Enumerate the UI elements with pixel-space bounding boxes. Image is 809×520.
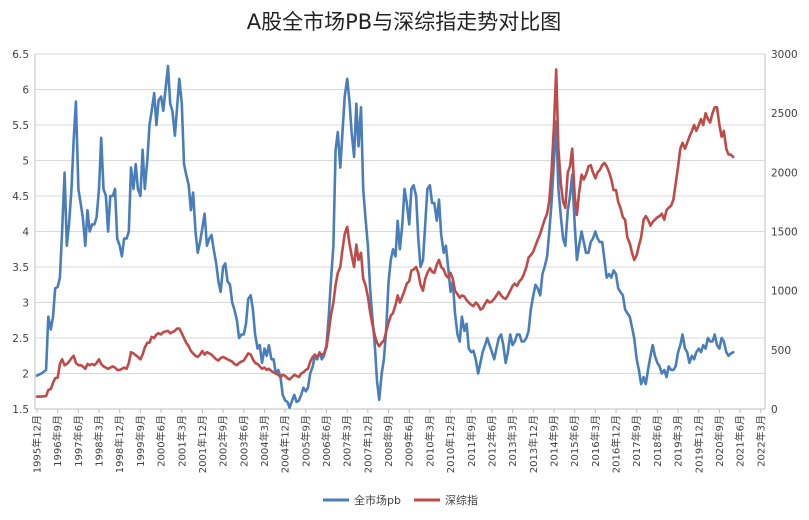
x-tick-label: 2012年6月 (485, 415, 498, 467)
x-tick-label: 2016年3月 (589, 415, 602, 467)
series-line-2 (35, 68, 735, 398)
x-tick-label: 2004年12月 (279, 415, 292, 473)
x-tick-label: 2013年3月 (506, 415, 519, 467)
x-tick-label: 2018年6月 (651, 415, 664, 467)
x-tick-label: 2002年9月 (217, 415, 230, 467)
chart-title: A股全市场PB与深综指走势对比图 (247, 10, 561, 34)
x-tick-label: 2016年12月 (610, 415, 623, 473)
x-tick-label: 2003年6月 (237, 415, 250, 467)
y-tick-label: 2 (22, 369, 29, 381)
x-tick-label: 2000年6月 (155, 415, 168, 467)
axis-layer: 1.5 2 2.5 3 3.5 4 4.5 5 5.5 6 6.5 0 500 1000 1500 2000 2… (12, 49, 797, 473)
y-tick-label: 4.5 (12, 191, 29, 203)
y-tick-label: 6 (22, 85, 29, 97)
y2-tick-label: 1000 (771, 286, 798, 298)
y2-tick-label: 2500 (771, 108, 798, 120)
x-tick-label: 1999年9月 (134, 415, 147, 467)
y2-tick-label: 2000 (771, 167, 798, 179)
x-tick-label: 2004年3月 (258, 415, 271, 467)
x-tick-label: 2011年9月 (465, 415, 478, 467)
x-tick-label: 2008年9月 (382, 415, 395, 467)
x-tick-label: 1996年9月 (51, 415, 64, 467)
legend-label: 全市场pb (354, 493, 401, 507)
y2-tick-label: 1500 (771, 227, 798, 239)
x-tick-label: 1995年12月 (31, 415, 44, 473)
grid-layer (35, 53, 765, 410)
y2-tick-label: 500 (771, 345, 791, 357)
y-tick-label: 3.5 (12, 262, 29, 274)
x-tick-label: 2022年3月 (754, 415, 767, 467)
x-tick-label: 2021年6月 (734, 415, 747, 467)
x-tick-label: 2006年6月 (320, 415, 333, 467)
series-line-1 (35, 64, 735, 409)
y-tick-label: 6.5 (12, 49, 29, 61)
x-tick-label: 2015年6月 (568, 415, 581, 467)
y-tick-label: 4 (22, 227, 29, 239)
legend: 全市场pb 深综指 (323, 493, 478, 507)
x-tick-label: 2019年12月 (692, 415, 705, 473)
x-tick-label: 1997年6月 (72, 415, 85, 467)
y-tick-label: 1.5 (12, 404, 29, 416)
x-tick-label: 2007年12月 (361, 415, 374, 473)
x-tick-label: 2001年3月 (175, 415, 188, 467)
y2-tick-label: 3000 (771, 49, 798, 61)
x-tick-label: 2020年9月 (713, 415, 726, 467)
x-tick-label: 2007年3月 (341, 415, 354, 467)
x-tick-label: 1998年3月 (93, 415, 106, 467)
y-tick-label: 5 (22, 156, 29, 168)
x-tick-label: 2014年9月 (547, 415, 560, 467)
x-tick-label: 2019年3月 (672, 415, 685, 467)
x-tick-label: 2010年3月 (423, 415, 436, 467)
x-tick-label: 2017年9月 (630, 415, 643, 467)
x-tick-label: 2005年9月 (299, 415, 312, 467)
y-tick-label: 2.5 (12, 333, 29, 345)
y2-tick-label: 0 (771, 404, 778, 416)
x-tick-label: 2001年12月 (196, 415, 209, 473)
y-tick-label: 3 (22, 298, 29, 310)
x-tick-label: 1998年12月 (113, 415, 126, 473)
y-tick-label: 5.5 (12, 120, 29, 132)
x-tick-label: 2013年12月 (527, 415, 540, 473)
x-tick-label: 2009年6月 (403, 415, 416, 467)
series-layer (35, 64, 735, 409)
legend-label: 深综指 (445, 493, 478, 507)
x-tick-label: 2010年12月 (444, 415, 457, 473)
